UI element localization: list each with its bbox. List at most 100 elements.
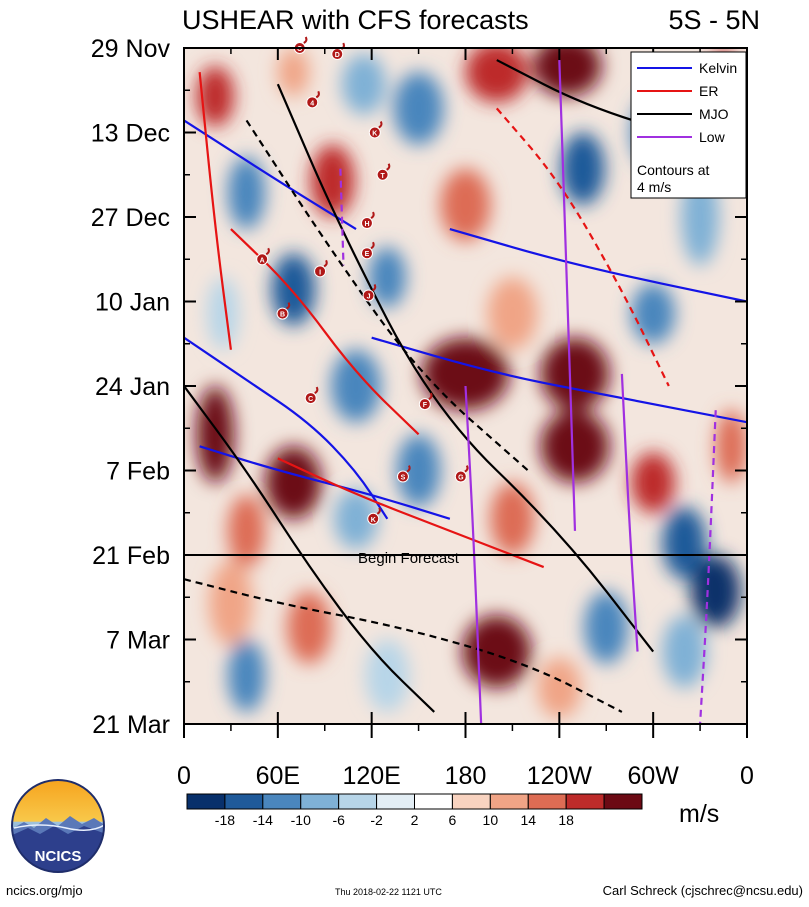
anomaly-blob — [537, 657, 582, 718]
kelvin-contour — [199, 445, 451, 520]
cyclone-icon — [256, 253, 269, 266]
colorbar-swatch — [262, 793, 302, 810]
cyclone-marker: T — [376, 163, 391, 181]
anomaly-blob — [662, 506, 707, 580]
colorbar-swatch — [224, 793, 264, 810]
cyclone-marker: 4 — [306, 90, 320, 109]
anomaly-blob — [421, 337, 510, 411]
low-contour — [464, 385, 483, 724]
colorbar-label: -18 — [215, 812, 235, 828]
cyclone-markers: D O 4 K T H E A I J B C F S G K — [256, 36, 469, 525]
legend-note-line1: Contours at — [637, 162, 709, 178]
anomaly-blob — [393, 72, 444, 145]
colorbar-label: -6 — [332, 812, 345, 828]
x-axis: 0 60E 120E 180 120W 60W 0 — [177, 48, 754, 790]
anomaly-blob — [462, 615, 532, 688]
cyclone-marker: I — [314, 259, 328, 278]
anomaly-blob — [196, 66, 235, 127]
anomaly-blob — [440, 168, 491, 242]
forecast-label: Begin Forecast — [358, 550, 460, 567]
anomaly-blob — [227, 639, 266, 712]
er-contour — [495, 107, 670, 387]
anomaly-blob — [631, 452, 676, 513]
colorbar-swatch — [376, 793, 416, 810]
anomaly-blob — [540, 410, 610, 483]
cyclone-tail — [372, 284, 377, 292]
colorbar-swatch — [603, 793, 643, 810]
cyclone-label: S — [401, 475, 406, 482]
anomaly-blob — [396, 434, 441, 507]
cyclone-marker: K — [367, 507, 381, 525]
cyclone-marker: S — [396, 465, 411, 483]
cyclone-label: 4 — [310, 100, 314, 107]
y-tick-label: 10 Jan — [95, 289, 170, 317]
low-contour — [620, 373, 639, 652]
cyclone-tail — [376, 507, 381, 515]
anomaly-blob — [715, 410, 747, 483]
mjo-contour — [276, 83, 655, 653]
kelvin-contour — [371, 336, 747, 424]
cyclone-icon — [276, 307, 289, 320]
cyclone-icon — [360, 217, 373, 230]
cyclone-label: B — [280, 312, 285, 319]
footer-timestamp: Thu 2018-02-22 1121 UTC — [335, 887, 442, 897]
cyclone-label: A — [260, 257, 265, 264]
colorbar-label: 2 — [411, 812, 419, 828]
anomaly-blob — [584, 591, 629, 664]
cyclone-marker: J — [362, 284, 377, 302]
anomaly-blob — [341, 54, 386, 115]
cyclone-tail — [406, 465, 411, 473]
y-axis: 29 Nov 13 Dec 27 Dec 10 Jan 24 Jan 7 Feb 21 Fe… — [91, 35, 747, 739]
anomaly-blob — [540, 337, 610, 411]
x-tick-label: 120E — [342, 762, 400, 790]
x-tick-label: 0 — [740, 762, 754, 790]
footer-url[interactable]: ncics.org/mjo — [6, 883, 83, 898]
x-tick-label: 180 — [445, 762, 487, 790]
cyclone-icon — [306, 96, 319, 109]
footer-author: Carl Schreck (cjschrec@ncsu.edu) — [602, 883, 803, 898]
cyclone-label: C — [308, 396, 313, 403]
cyclone-label: F — [423, 402, 428, 409]
y-tick-label: 7 Mar — [106, 627, 170, 655]
colorbar-unit: m/s — [679, 800, 719, 828]
cyclone-icon — [304, 392, 317, 405]
y-tick-label: 27 Dec — [91, 204, 170, 232]
cyclone-tail — [323, 259, 328, 268]
legend: Kelvin ER MJO Low Contours at 4 m/s — [630, 51, 747, 199]
anomaly-blob — [560, 132, 605, 205]
cyclone-marker: H — [360, 211, 375, 230]
cyclone-icon — [367, 512, 380, 525]
colorbar: -18 -14 -10 -6 -2 2 6 10 14 18 — [186, 793, 643, 828]
anomaly-blob — [365, 639, 410, 712]
cyclone-tail — [303, 36, 308, 44]
anomaly-blob — [209, 561, 253, 646]
legend-box — [630, 51, 747, 199]
mjo-contour — [184, 385, 435, 713]
wave-contours — [184, 59, 747, 724]
low-contour — [558, 60, 577, 531]
low-contour — [339, 168, 345, 266]
cyclone-marker: B — [276, 302, 291, 320]
colorbar-swatch — [489, 793, 529, 810]
anomaly-blob — [465, 48, 529, 103]
legend-label-mjo: MJO — [699, 106, 729, 122]
y-tick-label: 21 Feb — [92, 542, 170, 570]
cyclone-tail — [370, 211, 375, 219]
x-tick-label: 60W — [627, 762, 679, 790]
y-tick-label: 13 Dec — [91, 120, 170, 148]
cyclone-label: E — [365, 251, 370, 258]
anomaly-blob — [490, 482, 535, 555]
cyclone-marker: O — [293, 36, 308, 54]
cyclone-marker: F — [418, 392, 433, 411]
colorbar-label: 10 — [483, 812, 499, 828]
cyclone-marker: G — [454, 465, 469, 483]
x-tick-label: 120W — [527, 762, 593, 790]
colorbar-label: 6 — [449, 812, 457, 828]
anomaly-blob — [662, 615, 707, 688]
ncics-logo: NCICS — [11, 779, 105, 873]
kelvin-contour — [184, 336, 389, 520]
cyclone-marker: C — [304, 386, 319, 405]
colorbar-swatch — [565, 793, 605, 810]
anomaly-blob — [271, 253, 316, 326]
cyclone-icon — [368, 126, 381, 139]
